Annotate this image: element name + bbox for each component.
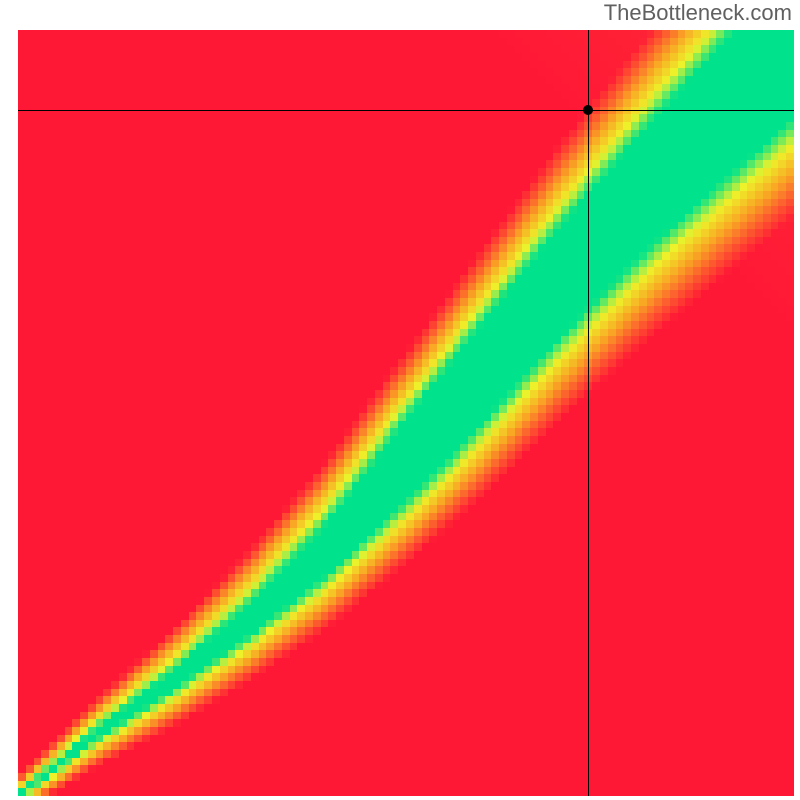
crosshair-vertical [588,30,589,796]
bottleneck-heatmap [18,30,794,796]
crosshair-marker [583,105,593,115]
watermark-text: TheBottleneck.com [604,0,792,26]
crosshair-horizontal [18,110,794,111]
